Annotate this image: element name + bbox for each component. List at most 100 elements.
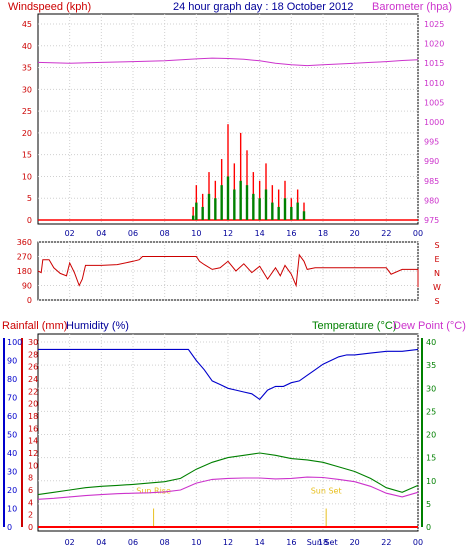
barometer-tick: 975	[424, 216, 439, 225]
rain-tick: 28	[28, 350, 38, 359]
rain-tick: 12	[28, 449, 38, 458]
chart-title: 24 hour graph day : 18 October 2012	[173, 1, 353, 13]
humidity-tick: 80	[7, 375, 17, 384]
x-tick-label: 22	[381, 229, 391, 238]
temperature-axis-label: Temperature (°C)	[312, 320, 396, 332]
x-tick-label: 18	[318, 538, 328, 547]
compass-letter: S	[434, 241, 439, 250]
temperature-tick: 40	[426, 338, 436, 347]
compass-letter: W	[433, 283, 441, 292]
barometer-axis-label: Barometer (hpa)	[372, 1, 452, 13]
humidity-tick: 20	[7, 486, 17, 495]
windspeed-tick: 15	[22, 151, 32, 160]
rain-tick: 24	[28, 375, 38, 384]
humidity-tick: 10	[7, 505, 17, 514]
x-tick-label: 14	[255, 229, 265, 238]
x-tick-label: 12	[223, 538, 233, 547]
x-tick-label: 12	[223, 229, 233, 238]
humidity-tick: 60	[7, 412, 17, 421]
temperature-tick: 35	[426, 361, 436, 370]
windspeed-tick: 45	[22, 20, 32, 29]
rain-tick: 26	[28, 363, 38, 372]
wind-barometer-panel: 0510152025303540459759809859909951000100…	[22, 13, 444, 238]
barometer-tick: 995	[424, 138, 439, 147]
rainfall-axis-label: Rainfall (mm)	[2, 320, 67, 332]
x-tick-label: 20	[350, 229, 360, 238]
x-tick-label: 16	[286, 229, 296, 238]
direction-tick: 270	[17, 253, 32, 262]
humidity-tick: 70	[7, 394, 17, 403]
rain-tick: 30	[28, 338, 38, 347]
sunset-axis-label: Sun Set	[307, 538, 338, 547]
rain-tick: 10	[28, 461, 38, 470]
humidity-line	[38, 348, 419, 401]
temperature-tick: 30	[426, 384, 436, 393]
x-tick-label: 02	[65, 229, 75, 238]
dewpoint-axis-label: Dew Point (°C)	[393, 320, 466, 332]
sunset-label: Sun Set	[311, 487, 342, 496]
compass-letter: E	[434, 255, 439, 264]
barometer-line	[37, 57, 419, 67]
humidity-tick: 50	[7, 431, 17, 440]
barometer-tick: 990	[424, 157, 439, 166]
temperature-line	[37, 452, 419, 496]
rain-tick: 18	[28, 412, 38, 421]
rain-tick: 0	[28, 523, 33, 532]
wind-direction-line	[37, 253, 419, 288]
rain-tick: 2	[28, 511, 33, 520]
rain-tick: 22	[28, 387, 38, 396]
x-tick-label: 02	[65, 538, 75, 547]
x-tick-label: 18	[318, 229, 328, 238]
rain-tick: 8	[28, 474, 33, 483]
x-tick-label: 06	[128, 538, 138, 547]
temperature-tick: 20	[426, 431, 436, 440]
barometer-tick: 980	[424, 196, 439, 205]
rain-tick: 16	[28, 424, 38, 433]
x-tick-label: 04	[96, 229, 106, 238]
temperature-tick: 0	[426, 523, 431, 532]
humidity-axis-label: Humidity (%)	[66, 320, 129, 332]
direction-tick: 0	[27, 296, 32, 305]
x-tick-label: 16	[286, 538, 296, 547]
barometer-tick: 1015	[424, 59, 444, 68]
rain-tick: 14	[28, 437, 38, 446]
windspeed-tick: 25	[22, 107, 32, 116]
barometer-tick: 1025	[424, 20, 444, 29]
temperature-tick: 5	[426, 500, 431, 509]
windspeed-tick: 35	[22, 64, 32, 73]
x-tick-label: 08	[160, 229, 170, 238]
barometer-tick: 1005	[424, 98, 444, 107]
x-tick-label: 20	[350, 538, 360, 547]
windspeed-tick: 5	[27, 194, 32, 203]
x-tick-label: 08	[160, 538, 170, 547]
compass-letter: S	[434, 297, 439, 306]
x-tick-label: 00	[413, 538, 423, 547]
rain-tick: 20	[28, 400, 38, 409]
direction-tick: 180	[17, 267, 32, 276]
rain-tick: 4	[28, 498, 33, 507]
windspeed-axis-label: Windspeed (kph)	[8, 1, 91, 13]
windspeed-tick: 0	[27, 216, 32, 225]
humidity-tick: 40	[7, 449, 17, 458]
x-tick-label: 00	[413, 229, 423, 238]
sunrise-label: Sun Rise	[136, 487, 171, 496]
humidity-tick: 90	[7, 357, 17, 366]
barometer-tick: 1000	[424, 118, 444, 127]
x-tick-label: 04	[96, 538, 106, 547]
direction-tick: 90	[22, 282, 32, 291]
x-tick-label: 10	[191, 538, 201, 547]
x-tick-label: 10	[191, 229, 201, 238]
panel3-frame	[37, 333, 419, 532]
x-tick-label: 06	[128, 229, 138, 238]
compass-letter: N	[434, 269, 440, 278]
windspeed-tick: 40	[22, 42, 32, 51]
humidity-tick: 30	[7, 468, 17, 477]
dewpoint-line	[37, 476, 419, 500]
temperature-tick: 15	[426, 454, 436, 463]
rain-tick: 6	[28, 486, 33, 495]
barometer-tick: 985	[424, 177, 439, 186]
x-tick-label: 22	[381, 538, 391, 547]
